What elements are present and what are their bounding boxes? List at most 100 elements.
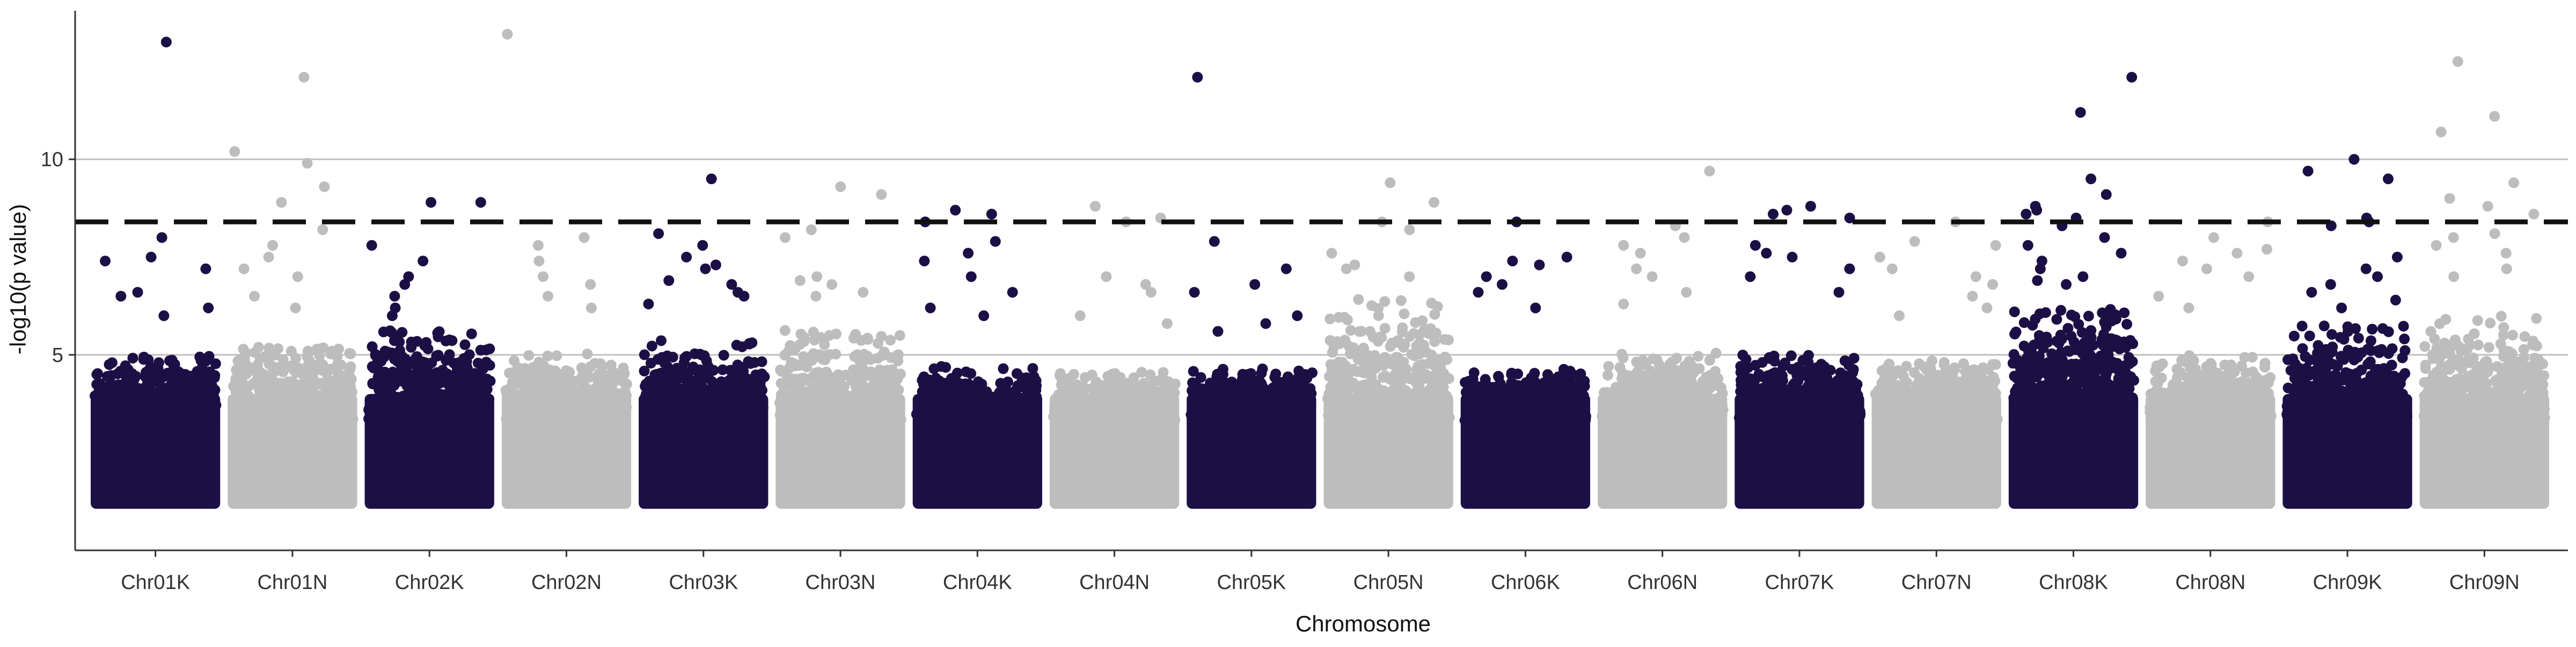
snp-point xyxy=(290,353,301,364)
snp-point xyxy=(1306,399,1316,410)
snp-point-high xyxy=(1075,310,1086,321)
snp-point-high xyxy=(585,279,596,290)
snp-point-high xyxy=(319,181,330,192)
snp-point xyxy=(1401,364,1411,375)
snp-point xyxy=(895,369,906,380)
snp-point xyxy=(719,350,729,361)
snp-point-high xyxy=(115,291,126,302)
snp-point xyxy=(895,330,905,341)
snp-point-high xyxy=(1249,279,1260,290)
snp-point xyxy=(708,365,719,376)
snp-point xyxy=(397,327,407,338)
snp-point-high xyxy=(978,310,989,321)
snp-point xyxy=(273,343,283,354)
snp-point-high xyxy=(919,256,930,266)
snp-point-high xyxy=(367,240,377,251)
snp-point xyxy=(619,415,630,425)
snp-point-high xyxy=(1090,201,1101,212)
snp-point-high xyxy=(663,275,674,286)
snp-point-high xyxy=(1404,271,1415,282)
snp-point xyxy=(1169,415,1180,425)
snp-point xyxy=(1031,375,1042,386)
snp-point-high xyxy=(200,264,211,274)
snp-point xyxy=(893,350,904,360)
snp-point-high xyxy=(826,279,837,290)
snp-point xyxy=(1443,335,1454,345)
snp-point-high xyxy=(157,232,167,243)
snp-point-high xyxy=(290,302,301,313)
snp-point xyxy=(1379,296,1390,307)
snp-point-high xyxy=(643,299,654,309)
snp-point xyxy=(485,376,495,387)
snp-point-high xyxy=(502,29,513,40)
snp-point xyxy=(609,367,619,378)
snp-point xyxy=(130,371,141,382)
chromosome-group-chr06k xyxy=(1460,216,1591,508)
snp-point-high xyxy=(1146,287,1157,297)
snp-point xyxy=(1342,315,1353,325)
snp-point xyxy=(1002,376,1013,387)
snp-point-high xyxy=(1192,72,1203,83)
snp-point-high xyxy=(1404,224,1415,235)
snp-point-high xyxy=(1341,264,1352,274)
snp-point-high xyxy=(161,37,172,47)
snp-point-high xyxy=(229,146,240,157)
snp-point xyxy=(1196,372,1206,383)
snp-point xyxy=(127,353,138,364)
snp-point-high xyxy=(100,256,111,266)
snp-point xyxy=(485,360,495,370)
snp-point-high xyxy=(302,158,313,169)
snp-point-high xyxy=(1162,318,1173,329)
snp-point-high xyxy=(711,259,721,270)
snp-point xyxy=(447,335,457,346)
snp-point xyxy=(621,402,632,412)
snp-point xyxy=(346,374,357,384)
snp-point-high xyxy=(1101,271,1111,282)
snp-point xyxy=(210,400,221,411)
snp-point xyxy=(345,361,356,372)
snp-point-high xyxy=(426,197,436,208)
snp-point-high xyxy=(1212,326,1223,337)
snp-point-high xyxy=(925,302,936,313)
snp-point xyxy=(1305,413,1316,424)
snp-point-high xyxy=(795,275,806,286)
chromosome-group-chr01k xyxy=(90,37,221,508)
snp-point-high xyxy=(579,232,589,243)
snp-point-high xyxy=(811,271,822,282)
snp-point-high xyxy=(267,240,278,251)
snp-point xyxy=(1307,367,1318,378)
snp-point xyxy=(1380,323,1391,333)
snp-point-high xyxy=(858,287,868,297)
snp-point xyxy=(1469,367,1480,378)
snp-point-high xyxy=(133,287,143,297)
snp-point xyxy=(333,344,344,354)
snp-point-high xyxy=(1429,197,1439,208)
snp-point xyxy=(998,364,1008,374)
snp-point-high xyxy=(387,310,398,321)
snp-point-high xyxy=(1007,287,1018,297)
grid-layer xyxy=(75,159,2568,355)
snp-point xyxy=(1170,379,1181,389)
snp-point-high xyxy=(158,310,169,321)
snp-point xyxy=(1030,385,1041,396)
snp-point-high xyxy=(1281,264,1292,274)
snp-point xyxy=(893,384,904,395)
snp-point xyxy=(757,357,767,367)
snp-point-high xyxy=(533,256,544,266)
snp-point xyxy=(831,329,841,339)
points-layer xyxy=(90,29,2550,509)
snp-point-high xyxy=(203,302,214,313)
snp-point-high xyxy=(700,264,711,274)
snp-point-high xyxy=(806,224,817,235)
snp-point-high xyxy=(697,240,708,251)
snp-point xyxy=(153,357,164,368)
snp-point xyxy=(647,340,657,351)
snp-point xyxy=(582,348,592,359)
snp-point-high xyxy=(586,302,597,313)
snp-point-high xyxy=(1385,177,1395,188)
snp-point-high xyxy=(399,279,410,290)
snp-point-high xyxy=(876,189,887,200)
snp-point-high xyxy=(780,232,791,243)
chromosome-group-chr04k xyxy=(911,205,1042,508)
snp-point xyxy=(1158,367,1169,378)
